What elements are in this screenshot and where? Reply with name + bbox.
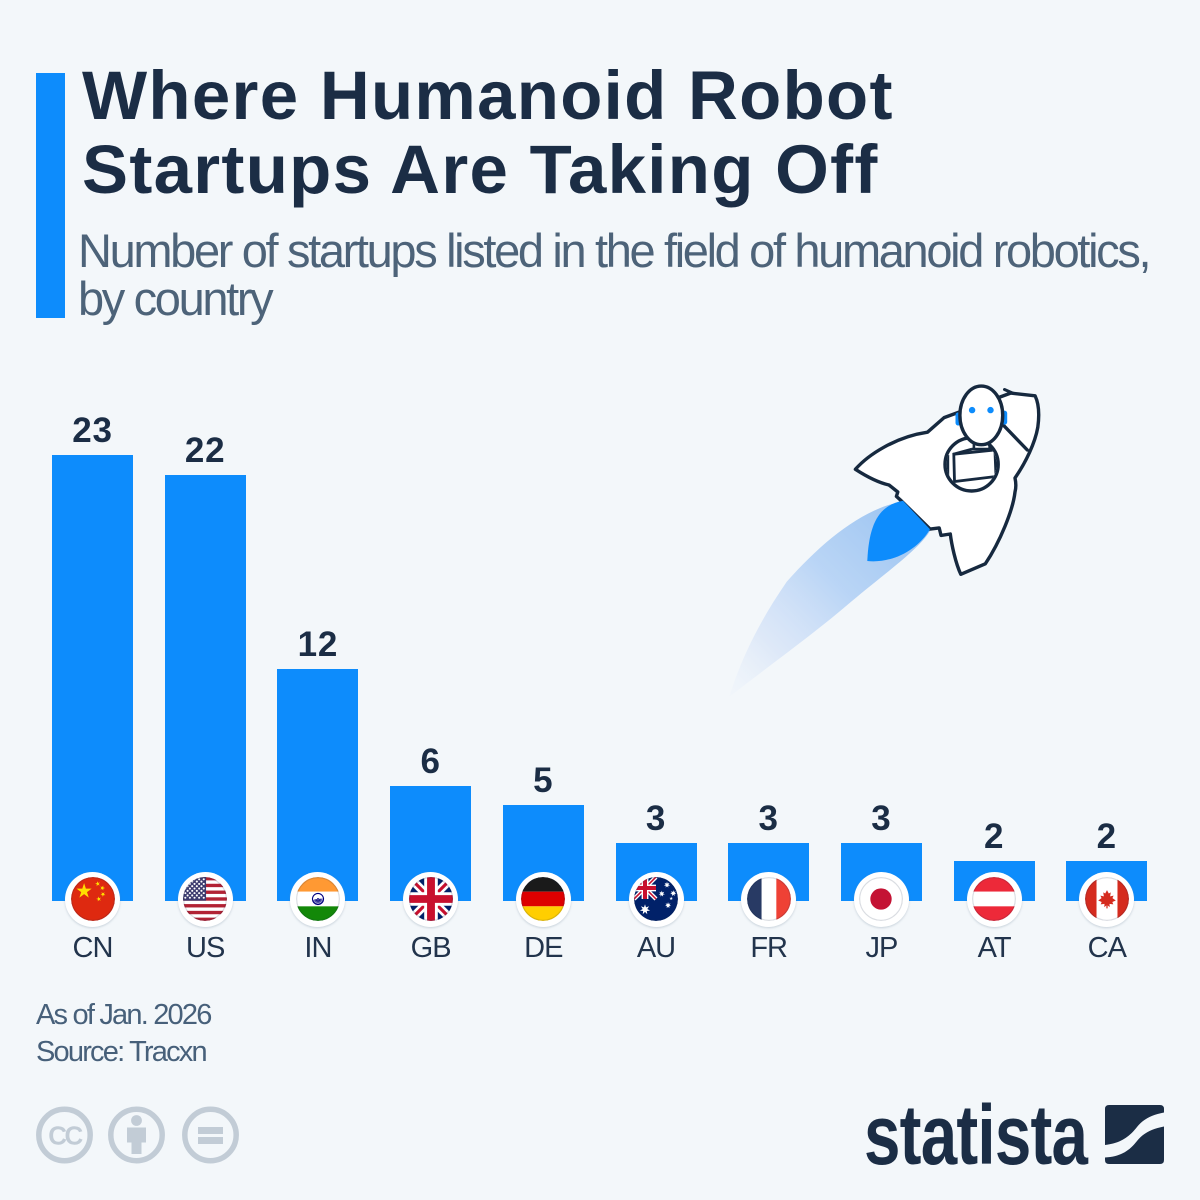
svg-text:CC: CC — [48, 1121, 83, 1151]
